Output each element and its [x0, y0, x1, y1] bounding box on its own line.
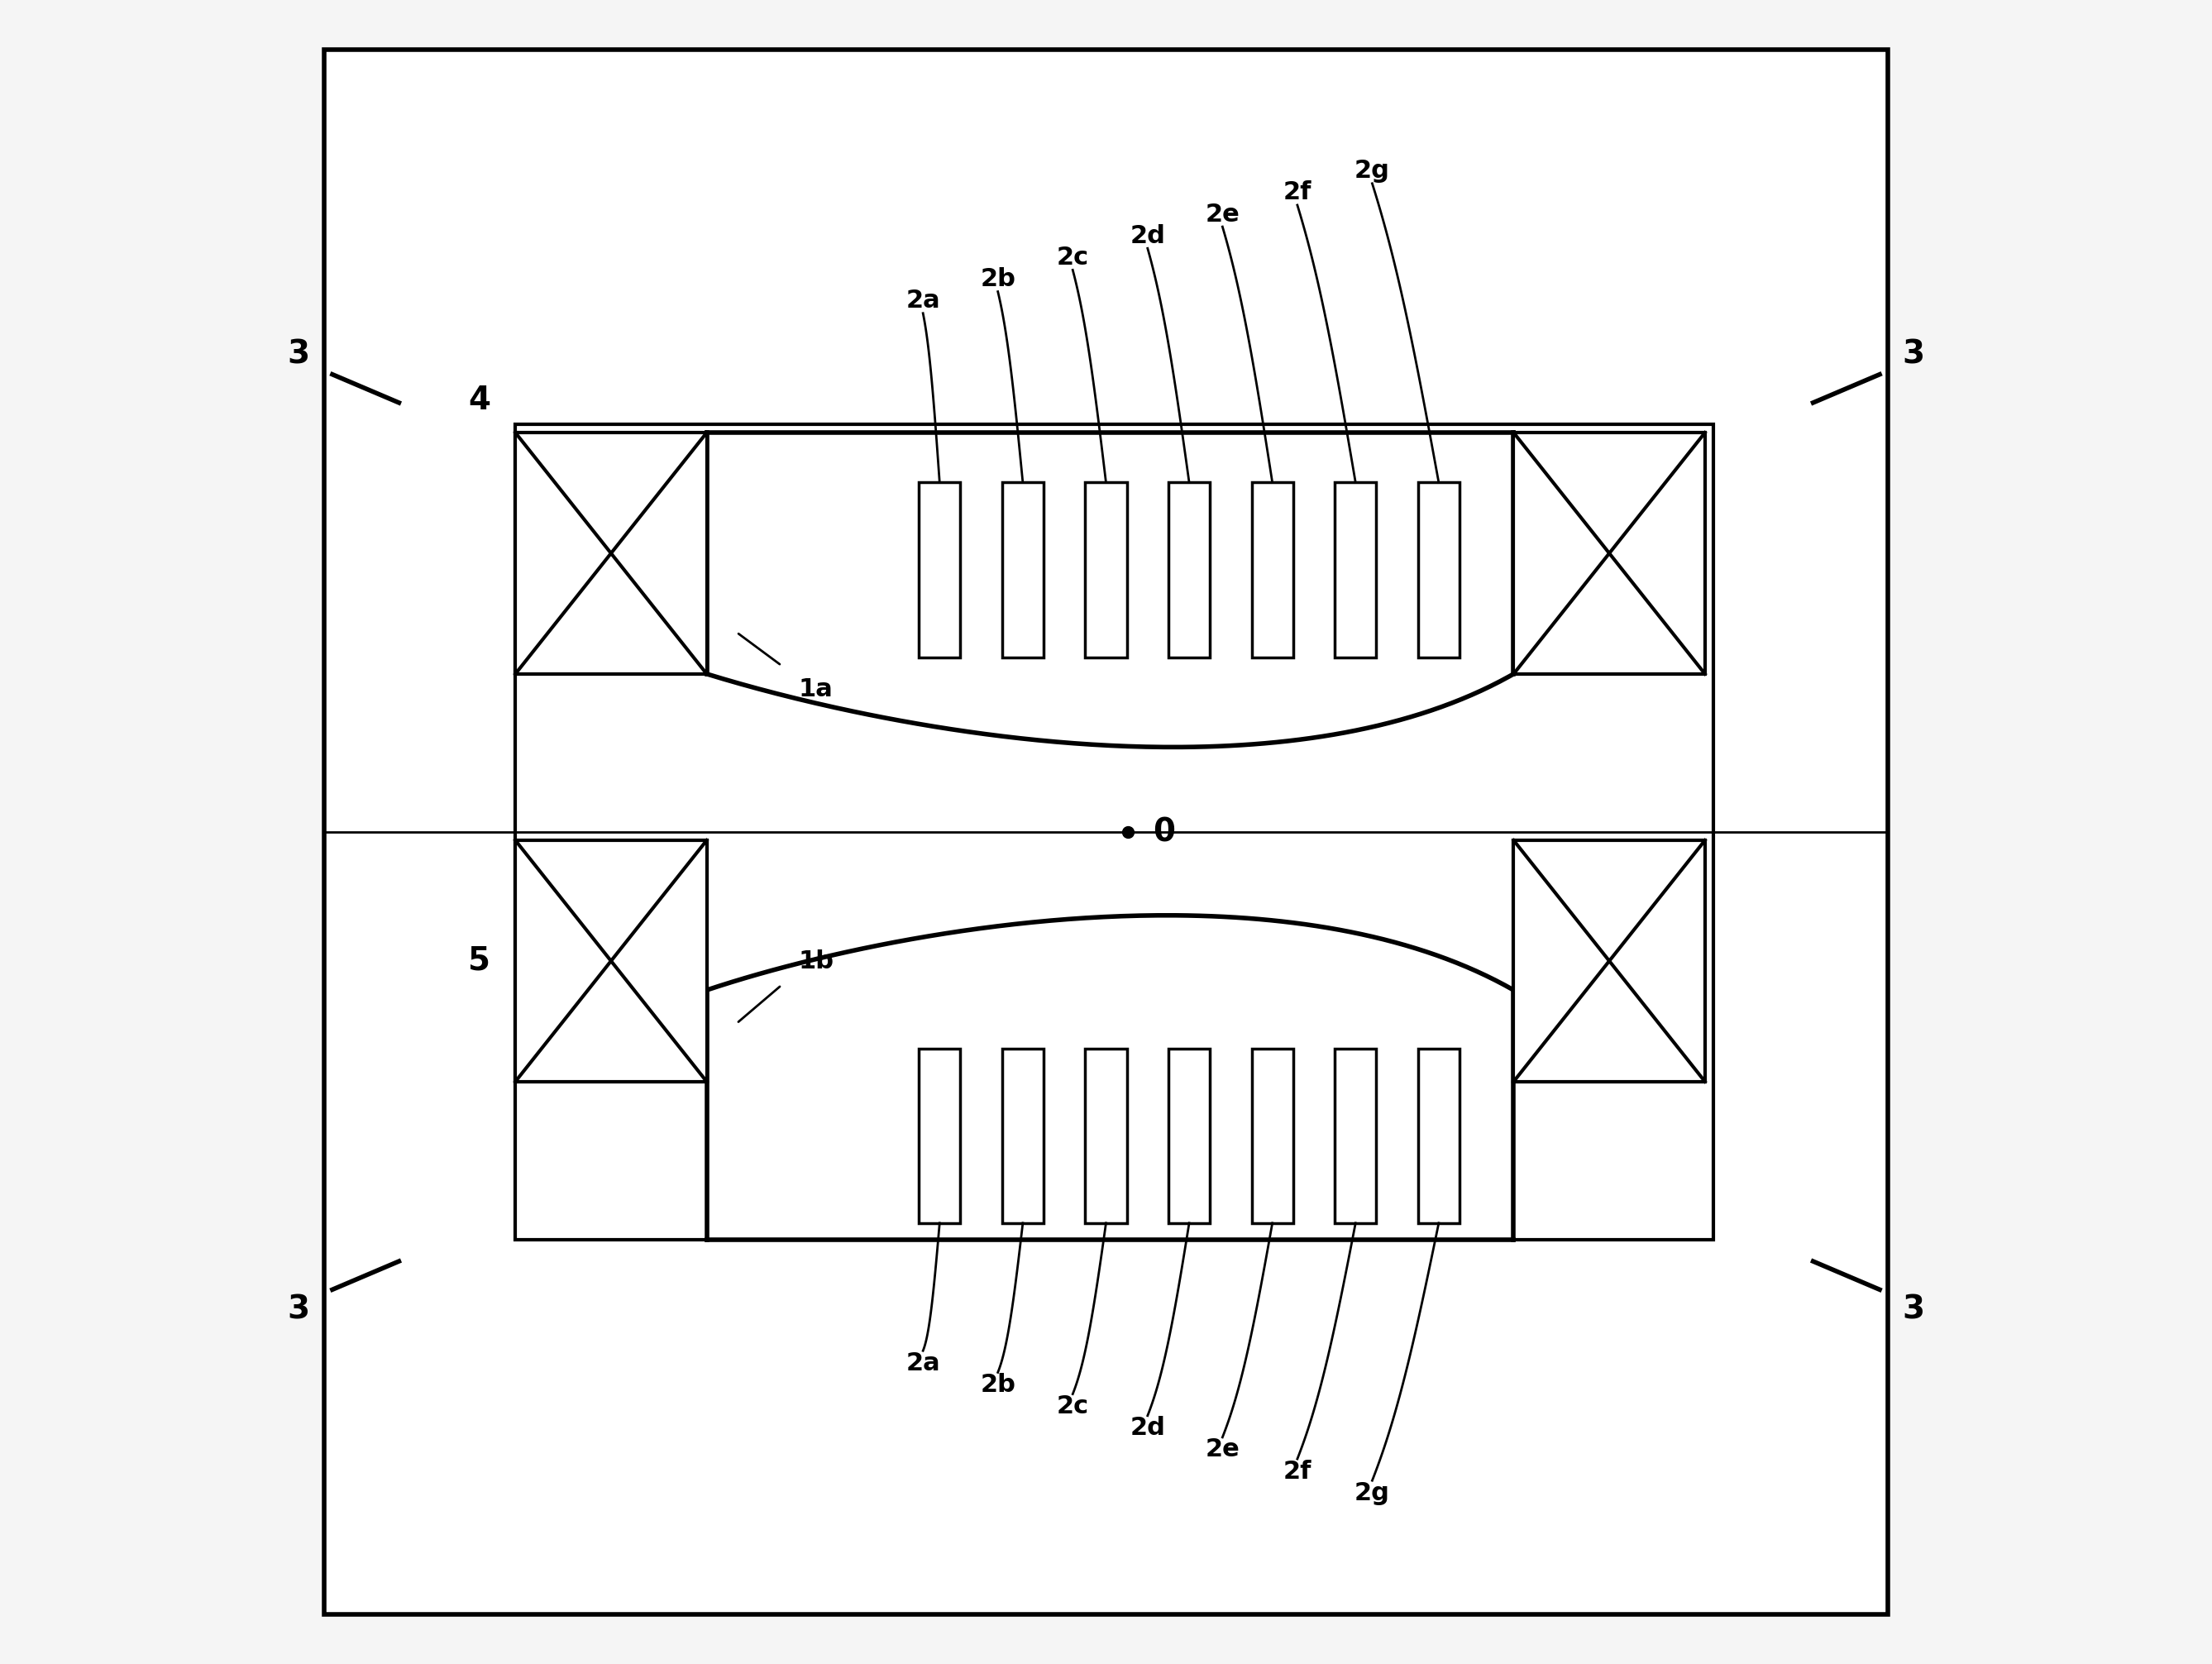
Bar — [1513, 840, 1705, 1082]
Text: 2e: 2e — [1206, 203, 1239, 226]
Bar — [1334, 1048, 1376, 1223]
Bar — [1252, 1048, 1294, 1223]
Bar — [515, 433, 706, 674]
Text: 2d: 2d — [1130, 1416, 1166, 1439]
Text: 2b: 2b — [980, 268, 1015, 291]
Bar — [1334, 483, 1376, 657]
Polygon shape — [706, 433, 1513, 747]
Text: 0: 0 — [1152, 817, 1175, 847]
Bar — [918, 1048, 960, 1223]
Text: 2f: 2f — [1283, 181, 1312, 205]
Text: 2e: 2e — [1206, 1438, 1239, 1461]
Bar — [918, 483, 960, 657]
Text: 2g: 2g — [1354, 1481, 1389, 1504]
Text: 2c: 2c — [1057, 1394, 1088, 1418]
Bar — [1086, 483, 1126, 657]
Bar — [1086, 1048, 1126, 1223]
Bar — [1252, 483, 1294, 657]
Text: 3: 3 — [1902, 1295, 1924, 1325]
Bar — [1002, 483, 1044, 657]
Bar — [1168, 483, 1210, 657]
Text: 2b: 2b — [980, 1373, 1015, 1396]
Text: 5: 5 — [469, 945, 491, 977]
Text: 3: 3 — [288, 1295, 310, 1325]
Bar — [1002, 1048, 1044, 1223]
Text: 2g: 2g — [1354, 160, 1389, 183]
Bar — [1418, 1048, 1460, 1223]
Text: 3: 3 — [288, 339, 310, 369]
Text: 2a: 2a — [905, 1351, 940, 1374]
Bar — [1168, 1048, 1210, 1223]
Text: 2d: 2d — [1130, 225, 1166, 248]
Text: 3: 3 — [1902, 339, 1924, 369]
Text: 1a: 1a — [799, 677, 832, 701]
Bar — [1513, 433, 1705, 674]
Polygon shape — [706, 915, 1513, 1240]
Text: 4: 4 — [469, 384, 491, 416]
Text: 2a: 2a — [905, 290, 940, 313]
Bar — [515, 840, 706, 1082]
Bar — [1418, 483, 1460, 657]
Text: 2f: 2f — [1283, 1459, 1312, 1483]
Text: 2c: 2c — [1057, 246, 1088, 270]
Bar — [515, 424, 1714, 1240]
Text: 1b: 1b — [799, 950, 834, 973]
